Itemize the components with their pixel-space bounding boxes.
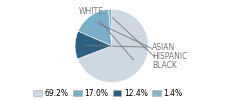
- Text: HISPANIC: HISPANIC: [97, 23, 187, 61]
- Text: BLACK: BLACK: [113, 18, 177, 70]
- Wedge shape: [78, 9, 148, 82]
- Text: WHITE: WHITE: [79, 6, 133, 60]
- Text: ASIAN: ASIAN: [84, 43, 175, 52]
- Wedge shape: [75, 31, 112, 59]
- Wedge shape: [78, 9, 112, 46]
- Wedge shape: [108, 9, 112, 46]
- Legend: 69.2%, 17.0%, 12.4%, 1.4%: 69.2%, 17.0%, 12.4%, 1.4%: [33, 88, 183, 98]
